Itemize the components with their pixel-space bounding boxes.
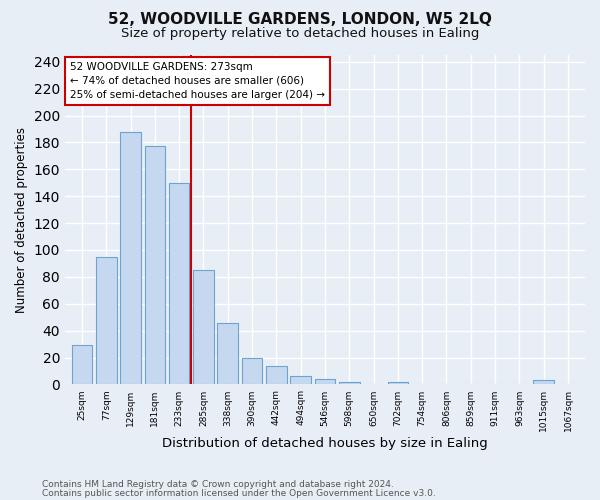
Bar bbox=[71, 346, 92, 385]
Text: Contains public sector information licensed under the Open Government Licence v3: Contains public sector information licen… bbox=[42, 488, 436, 498]
Text: Contains HM Land Registry data © Crown copyright and database right 2024.: Contains HM Land Registry data © Crown c… bbox=[42, 480, 394, 489]
Bar bbox=[96, 256, 116, 384]
Bar bbox=[217, 322, 238, 384]
Bar bbox=[266, 366, 287, 384]
Text: 52, WOODVILLE GARDENS, LONDON, W5 2LQ: 52, WOODVILLE GARDENS, LONDON, W5 2LQ bbox=[108, 12, 492, 28]
Y-axis label: Number of detached properties: Number of detached properties bbox=[15, 126, 28, 312]
Bar bbox=[242, 358, 262, 384]
Text: 52 WOODVILLE GARDENS: 273sqm
← 74% of detached houses are smaller (606)
25% of s: 52 WOODVILLE GARDENS: 273sqm ← 74% of de… bbox=[70, 62, 325, 100]
Bar bbox=[290, 376, 311, 384]
X-axis label: Distribution of detached houses by size in Ealing: Distribution of detached houses by size … bbox=[162, 437, 488, 450]
Bar bbox=[339, 382, 359, 384]
Bar bbox=[120, 132, 141, 384]
Bar bbox=[314, 379, 335, 384]
Text: Size of property relative to detached houses in Ealing: Size of property relative to detached ho… bbox=[121, 28, 479, 40]
Bar bbox=[169, 182, 190, 384]
Bar bbox=[533, 380, 554, 384]
Bar bbox=[388, 382, 408, 384]
Bar bbox=[145, 146, 165, 384]
Bar bbox=[193, 270, 214, 384]
